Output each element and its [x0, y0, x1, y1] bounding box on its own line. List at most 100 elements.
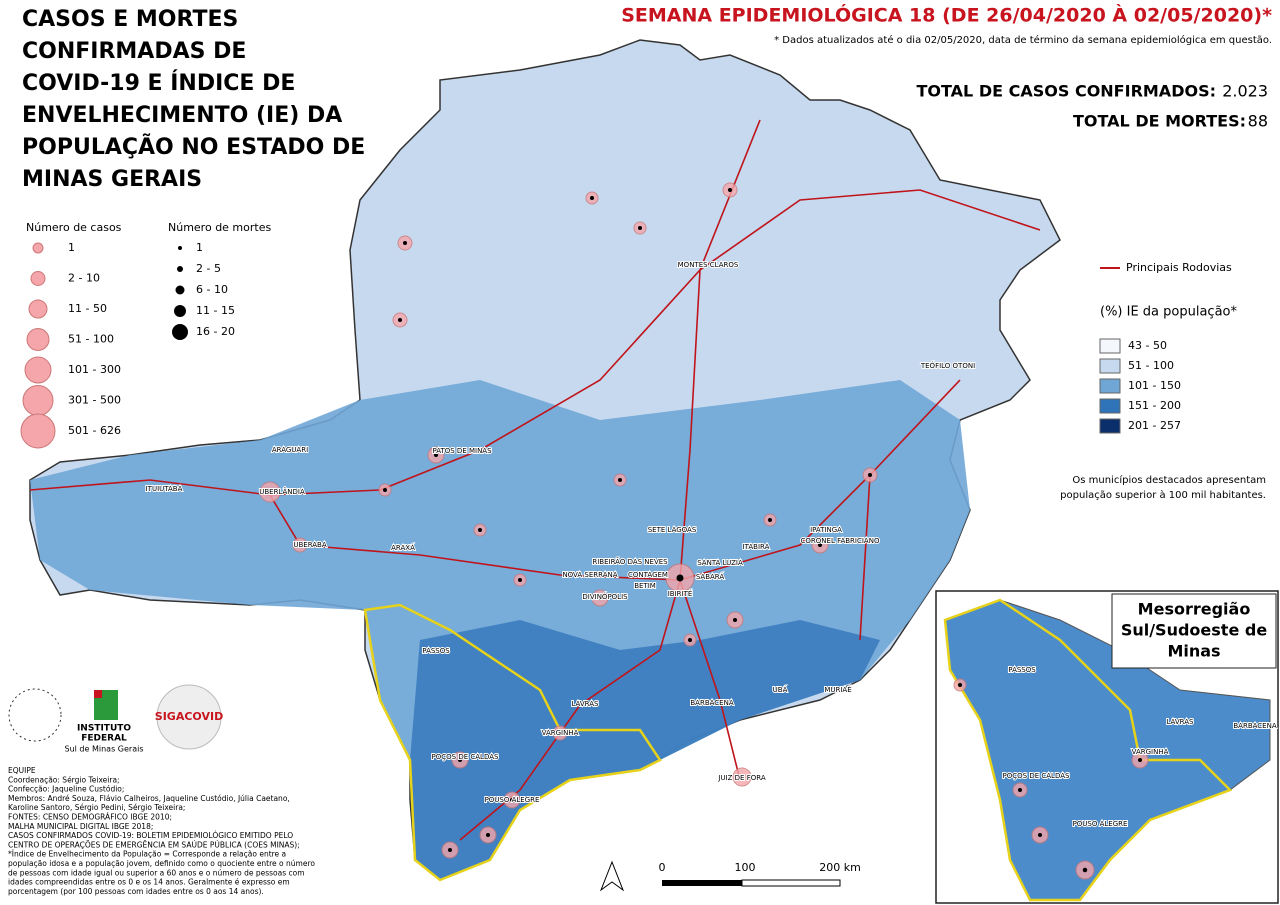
legend-label: 51 - 100 [68, 333, 114, 346]
legend-dot [174, 305, 186, 317]
legend-dot [172, 324, 188, 340]
city-label: MONTES CLAROS [678, 261, 739, 269]
city-label: IPATINGA [810, 526, 842, 534]
death-dot [383, 488, 387, 492]
legend-swatch [1099, 338, 1121, 354]
legend-label: 11 - 50 [68, 302, 107, 315]
logo-if-dot [94, 690, 102, 698]
death-dot [298, 543, 302, 547]
logo-text: Sul de Minas Gerais [65, 745, 144, 754]
credit-line: EQUIPE [8, 766, 36, 775]
city-label: PASSOS [422, 647, 450, 655]
scale-bar [662, 880, 742, 886]
credit-line: CASOS CONFIRMADOS COVID-19: BOLETIM EPID… [8, 831, 293, 840]
road [459, 579, 681, 841]
city-label: BARBACENA [690, 699, 733, 707]
city-label: ITUIUTABA [146, 485, 183, 493]
logo-text: SIGACOVID [155, 710, 223, 723]
road [859, 474, 871, 641]
inset-city-label: LAVRAS [1166, 718, 1194, 726]
city-label: SABARÁ [696, 572, 725, 581]
credit-line: Karoline Santoro, Sérgio Pedini, Sérgio … [8, 803, 185, 812]
legend-title: Número de casos [26, 221, 122, 234]
legend-dot [178, 246, 182, 250]
city-label: UBÁ [773, 685, 788, 694]
city-label: TEÓFILO OTONI [920, 361, 975, 370]
legend-circle [30, 271, 46, 286]
death-dot [1138, 758, 1142, 762]
credit-line: FONTES: CENSO DEMOGRÁFICO IBGE 2010; [8, 813, 172, 822]
city-label: NOVA SERRANA [562, 571, 617, 579]
legend-swatch [1099, 418, 1121, 434]
city-label: ARAXÁ [391, 543, 415, 552]
city-label: UBERABA [293, 541, 327, 549]
legend-label: 501 - 626 [68, 424, 121, 437]
city-label: MURIAÉ [824, 685, 851, 694]
death-dot [728, 188, 732, 192]
death-dot [868, 473, 872, 477]
inset-title: Mesorregião [1138, 600, 1251, 619]
death-dot [558, 731, 562, 735]
legend-swatch [1099, 358, 1121, 374]
logo-text: FEDERAL [81, 734, 127, 744]
legend-title: (%) IE da população* [1100, 305, 1238, 320]
city-label: RIBEIRÃO DAS NEVES [592, 557, 668, 566]
legend-label: 101 - 300 [68, 363, 121, 376]
logo-siga [156, 684, 222, 750]
death-dot [590, 196, 594, 200]
legend-swatch [1099, 398, 1121, 414]
credit-line: *Índice de Envelhecimento da População =… [8, 850, 286, 859]
city-label: UBERLÂNDIA [259, 487, 305, 496]
title-line: ENVELHECIMENTO (IE) DA [22, 103, 342, 128]
legend-dot [177, 266, 183, 272]
city-label: POUSO ALEGRE [485, 796, 540, 804]
logo-network [8, 688, 62, 742]
title-line: CASOS E MORTES [22, 7, 238, 32]
scale-label: 100 [735, 861, 756, 874]
legend-circle [22, 385, 54, 416]
title-line: CONFIRMADAS DE [22, 39, 246, 64]
credit-line: Confecção: Jaqueline Custódio; [8, 785, 124, 794]
legend-label: 101 - 150 [1128, 379, 1181, 392]
death-dot [688, 638, 692, 642]
inset-title: Sul/Sudoeste de [1121, 621, 1268, 640]
legend-circle [24, 356, 52, 384]
death-dot [1018, 788, 1022, 792]
death-dot [733, 618, 737, 622]
legend-circle [26, 328, 50, 351]
legend-dot [175, 285, 185, 295]
death-dot [403, 241, 407, 245]
city-label: IBIRITÉ [668, 589, 693, 598]
legend-label: 51 - 100 [1128, 359, 1174, 372]
inset-city-label: VARGINHA [1132, 748, 1169, 756]
title-line: COVID-19 E ÍNDICE DE [22, 70, 295, 96]
inset-map [935, 590, 1279, 904]
legend-circle [32, 242, 44, 254]
legend-label: 301 - 500 [68, 394, 121, 407]
city-label: SETE LAGOAS [648, 526, 697, 534]
credit-line: idades compreendidas entre os 0 e os 14 … [8, 878, 290, 887]
north-arrow [599, 860, 625, 892]
total-label: TOTAL DE CASOS CONFIRMADOS: [916, 82, 1216, 101]
death-dot [958, 683, 962, 687]
scale-label: 200 km [819, 861, 861, 874]
legend-title: Número de mortes [168, 221, 271, 234]
inset-city-label: POÇOS DE CALDAS [1003, 772, 1070, 780]
inset-city-label: POUSO ALEGRE [1073, 820, 1128, 828]
city-label: CONTAGEM [628, 571, 668, 579]
legend-circle [20, 413, 56, 449]
legend-label: 151 - 200 [1128, 399, 1181, 412]
legend-circle [28, 299, 48, 319]
case-circles [259, 182, 1149, 880]
inset-city-label: BARBACENA [1233, 722, 1276, 730]
legend-road-label: Principais Rodovias [1126, 261, 1232, 274]
city-label: CORONEL FABRICIANO [801, 537, 880, 545]
region-darkblue [410, 620, 880, 880]
death-dot [1082, 867, 1088, 873]
death-dot [739, 774, 745, 780]
legend-label: 11 - 15 [196, 304, 235, 317]
death-dot [518, 578, 522, 582]
logo-text: INSTITUTO [77, 724, 131, 734]
credit-line: MALHA MUNICIPAL DIGITAL IBGE 2018; [8, 822, 153, 831]
death-dot [448, 848, 452, 852]
